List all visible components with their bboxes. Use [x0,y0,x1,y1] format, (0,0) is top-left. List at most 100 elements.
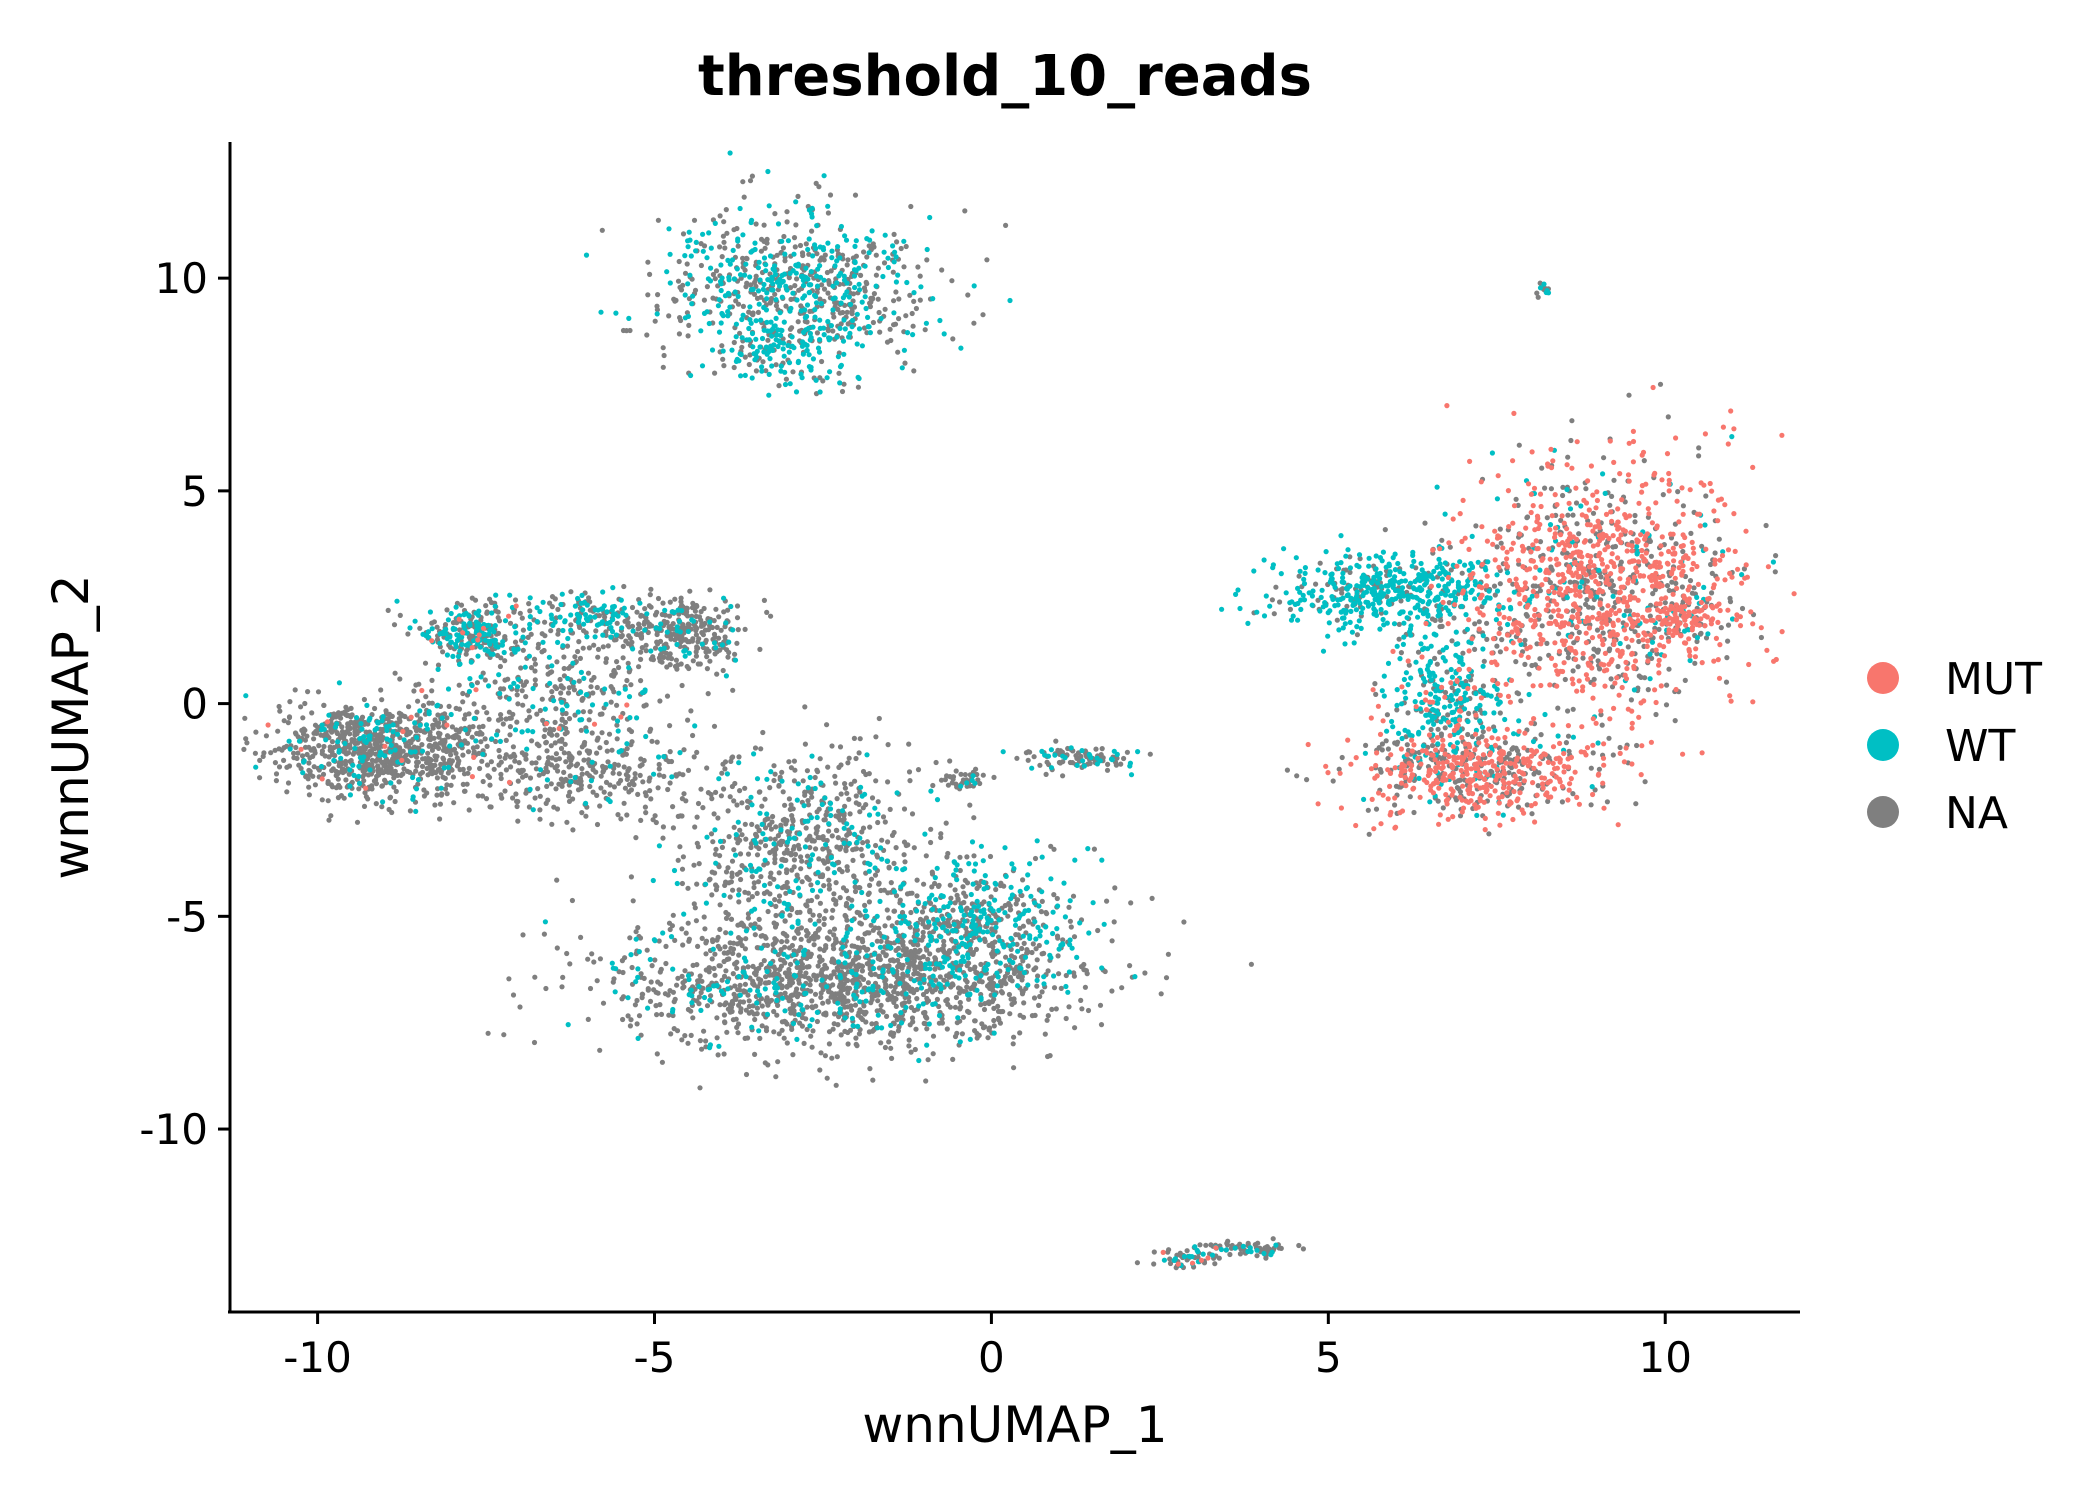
point-na [844,867,851,873]
point-na [867,824,873,830]
point-na [847,811,853,817]
point-na [714,1035,720,1041]
point-na [736,899,742,905]
point-na [491,766,497,772]
point-na [1534,641,1540,647]
point-na [946,949,952,955]
point-na [1537,588,1543,594]
point-na [746,998,752,1004]
point-na [1000,1008,1006,1015]
point-na [773,912,779,919]
point-na [638,678,644,684]
point-na [387,795,393,801]
point-na [825,858,831,865]
point-na [690,732,696,739]
point-na [322,753,328,759]
point-na [364,763,370,769]
point-na [618,634,624,640]
point-na [479,758,485,764]
point-na [655,595,662,602]
point-na [830,328,836,334]
point-na [775,1059,781,1065]
point-na [844,262,850,268]
point-na [616,664,622,671]
point-na [823,812,829,818]
point-na [567,961,573,967]
point-na [814,330,821,336]
point-na [1011,1065,1017,1071]
point-na [520,647,526,653]
point-na [329,749,335,755]
point-na [737,851,744,857]
point-na [401,766,407,772]
point-na [824,1075,830,1081]
point-na [757,980,763,987]
point-na [407,808,413,814]
point-na [782,944,788,950]
point-na [1538,732,1544,738]
point-na [1248,961,1254,967]
point-na [765,908,771,915]
point-na [756,916,762,923]
point-na [818,1050,824,1056]
point-na [730,1001,736,1007]
point-na [372,705,378,712]
point-na [1459,570,1465,576]
point-na [763,1025,770,1031]
point-na [925,1057,931,1063]
point-na [277,708,283,714]
point-na [920,929,926,936]
point-na [924,1015,930,1021]
point-na [432,802,438,808]
point-na [846,755,852,761]
point-na [820,378,826,384]
point-na [503,737,509,744]
point-na [950,336,956,342]
point-na [800,778,806,784]
point-na [831,1011,838,1017]
point-na [914,996,920,1002]
point-na [953,994,960,1001]
point-na [1595,658,1601,664]
point-na [523,772,529,779]
point-na [1535,783,1541,789]
point-na [672,298,678,304]
point-na [709,624,716,631]
point-na [773,303,780,309]
point-na [853,253,860,259]
point-na [375,763,381,769]
point-na [397,612,403,619]
point-na [823,1012,829,1018]
point-na [737,827,743,833]
point-na [1544,640,1550,647]
point-na [1647,538,1653,545]
point-na [928,839,934,846]
point-na [761,597,768,604]
point-na [734,225,740,232]
point-na [829,959,835,965]
point-na [1660,492,1666,498]
point-na [758,248,765,254]
point-na [415,698,421,704]
point-na [608,699,614,705]
point-na [1396,621,1402,628]
point-na [773,937,780,944]
point-na [276,703,282,710]
point-na [654,1012,660,1018]
point-na [838,791,844,797]
point-na [691,754,697,760]
point-na [851,873,857,879]
point-na [482,736,488,742]
point-na [859,853,865,859]
point-na [695,661,701,667]
point-na [701,605,707,612]
point-na [833,898,839,904]
point-na [694,998,700,1004]
point-na [731,364,737,371]
point-na [1269,597,1275,603]
point-na [797,242,804,249]
point-na [1513,659,1519,665]
point-na [411,688,417,694]
point-na [347,742,353,748]
point-na [783,1019,789,1025]
